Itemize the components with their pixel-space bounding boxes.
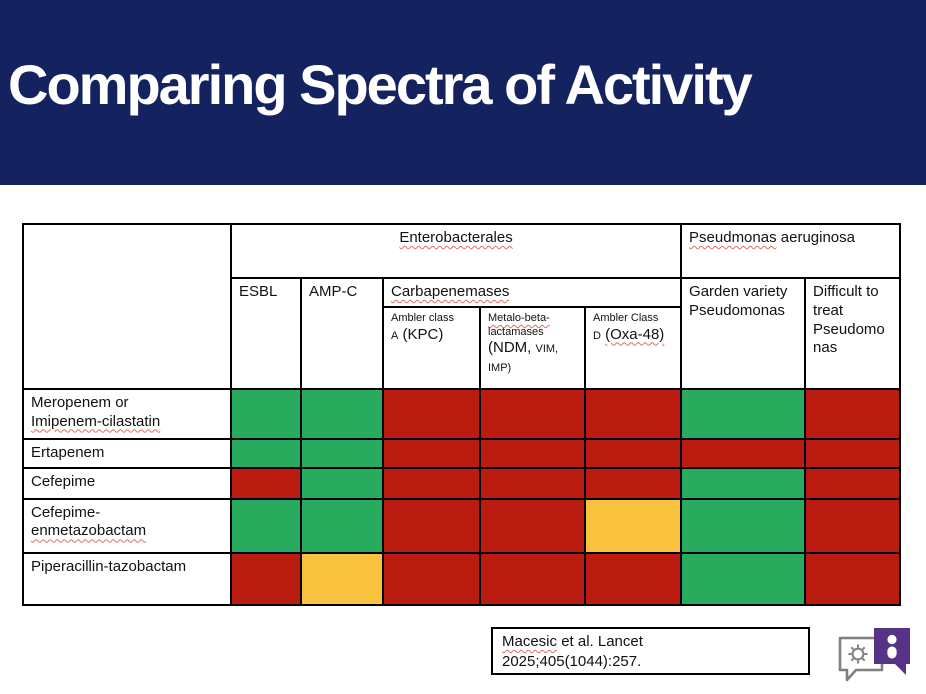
citation-box: Macesic et al. Lancet 2025;405(1044):257… — [491, 627, 810, 675]
sub-header-kpc: Ambler class A (KPC) — [382, 305, 481, 390]
spectrum-cell — [479, 497, 586, 554]
spectrum-cell — [479, 551, 586, 606]
sub-header-line: (KPC) — [402, 325, 444, 343]
spectrum-cell — [382, 437, 481, 469]
spectrum-cell — [804, 497, 902, 554]
spectrum-cell — [300, 551, 384, 606]
spectrum-cell — [382, 551, 481, 606]
drug-label: Ertapenem — [22, 437, 232, 469]
spectrum-cell — [680, 387, 807, 440]
spectrum-cell — [680, 437, 807, 469]
col-header-carbapenemases: Carbapenemases — [381, 277, 683, 308]
spectrum-cell — [230, 466, 302, 500]
citation-author: Macesic — [502, 633, 558, 650]
sub-header-line: Metalo-beta- — [488, 311, 550, 324]
drug-label-line1: Cefepime- — [31, 503, 101, 521]
group-header-pseudomonas: Pseudmonas aeruginosa — [680, 223, 902, 279]
spectrum-cell — [382, 466, 481, 500]
spectrum-cell — [804, 551, 902, 606]
drug-label: Meropenem or Imipenem-cilastatin — [22, 387, 232, 440]
spectrum-cell — [804, 466, 902, 500]
corner-cell — [22, 223, 232, 390]
pill-icon — [887, 634, 897, 659]
citation-line2: 2025;405(1044):257. — [502, 653, 642, 671]
spectrum-cell — [680, 497, 807, 554]
col-header-label: Carbapenemases — [391, 283, 510, 300]
group-header-label: Enterobacterales — [399, 229, 513, 246]
sub-header-line: (NDM, — [488, 339, 532, 357]
spectrum-cell — [479, 437, 586, 469]
spectrum-cell — [382, 387, 481, 440]
group-header-label: Pseudmonas — [689, 229, 777, 246]
table-row: Piperacillin-tazobactam — [22, 551, 902, 606]
drug-label: Cefepime — [22, 466, 232, 500]
spectrum-cell — [230, 437, 302, 469]
table-row: Cefepime- enmetazobactam — [22, 497, 902, 554]
spectrum-cell — [680, 466, 807, 500]
table-row: Meropenem or Imipenem-cilastatin — [22, 387, 902, 440]
comment-bubbles-icon[interactable] — [836, 626, 914, 690]
sub-header-line: D — [593, 329, 601, 342]
sub-header-oxa: Ambler Class D (Oxa-48) — [583, 305, 683, 390]
spectrum-cell — [583, 551, 683, 606]
spectrum-cell — [230, 551, 302, 606]
spectrum-cell — [804, 437, 902, 469]
spectrum-cell — [300, 387, 384, 440]
drug-label-line1: Cefepime — [31, 472, 96, 490]
sub-header-mbl: Metalo-beta- lactamases (NDM, VIM, IMP) — [479, 305, 586, 390]
spectrum-cell — [804, 387, 902, 440]
col-header-difficult-pseudomonas: Difficult to treat Pseudomonas — [804, 277, 902, 390]
drug-label: Piperacillin-tazobactam — [22, 551, 232, 606]
spectrum-cell — [300, 437, 384, 469]
sub-header-line: lactamases — [488, 325, 544, 338]
drug-label: Cefepime- enmetazobactam — [22, 497, 232, 554]
spectrum-cell — [583, 466, 683, 500]
spectrum-cell — [583, 387, 683, 440]
spectrum-cell — [300, 497, 384, 554]
spectrum-cell — [300, 466, 384, 500]
sub-header-line: Ambler Class — [593, 311, 659, 324]
spectrum-cell — [479, 387, 586, 440]
col-header-esbl: ESBL — [230, 277, 302, 390]
spectrum-cell — [680, 551, 807, 606]
group-header-label: aeruginosa — [780, 229, 855, 246]
sub-header-line: VIM, — [535, 343, 559, 356]
title-band: Comparing Spectra of Activity — [0, 0, 926, 185]
spectra-table: Enterobacterales Pseudmonas aeruginosa E… — [22, 223, 902, 606]
sub-header-line: A — [391, 329, 399, 342]
group-header-enterobacterales: Enterobacterales — [229, 223, 683, 279]
gear-icon — [848, 644, 868, 664]
drug-label-line1: Piperacillin-tazobactam — [31, 557, 187, 575]
spectrum-cell — [583, 437, 683, 469]
spectrum-cell — [230, 387, 302, 440]
drug-label-line1: Meropenem or — [31, 393, 129, 411]
col-header-ampc: AMP-C — [300, 277, 384, 390]
sub-header-line: IMP) — [488, 362, 512, 374]
sub-header-line: Ambler class — [391, 311, 454, 324]
drug-label-line1: Ertapenem — [31, 443, 105, 461]
drug-label-line2: Imipenem-cilastatin — [31, 412, 161, 430]
table-row: Ertapenem — [22, 437, 902, 469]
slide-title: Comparing Spectra of Activity — [8, 53, 753, 116]
spectrum-cell — [583, 497, 683, 554]
col-header-garden-pseudomonas: Garden variety Pseudomonas — [680, 277, 807, 390]
citation-line1: et al. Lancet — [561, 633, 643, 650]
table-row: Cefepime — [22, 466, 902, 500]
spectrum-cell — [230, 497, 302, 554]
spectrum-cell — [479, 466, 586, 500]
spectrum-cell — [382, 497, 481, 554]
sub-header-line: (Oxa-48) — [605, 325, 665, 343]
drug-label-line2: enmetazobactam — [31, 522, 147, 540]
